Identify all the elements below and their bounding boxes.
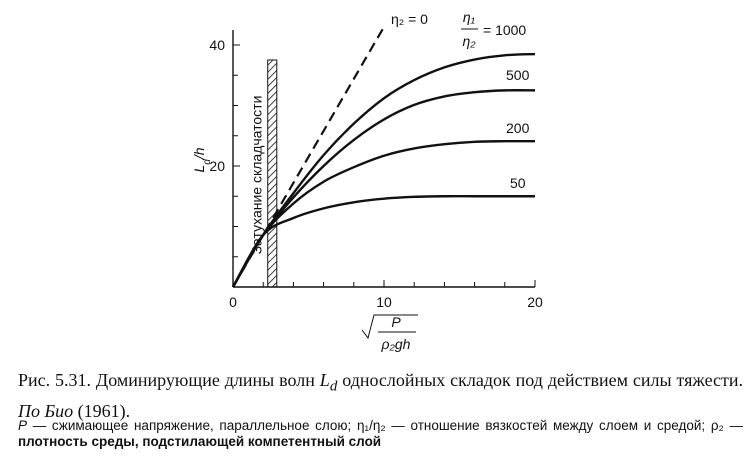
note-text: — сжимающее напряжение, параллельное сло… bbox=[27, 418, 743, 433]
ratio-denominator: η₂ bbox=[462, 33, 476, 49]
svg-text:ρ₂gh: ρ₂gh bbox=[381, 336, 411, 352]
caption-prefix: Рис. 5.31. Доминирующие длины волн bbox=[18, 370, 320, 390]
note-bold-text: плотность среды, подстилающей компетентн… bbox=[18, 434, 382, 449]
series-line-500 bbox=[231, 89, 536, 288]
y-tick-label: 40 bbox=[209, 37, 225, 53]
figure-chart: Затухание складчатости 0 10 20 20 40 Ld/h P … bbox=[191, 9, 543, 352]
x-tick-label: 0 bbox=[229, 294, 237, 310]
svg-text:P: P bbox=[391, 314, 401, 330]
caption-text: однослойных складок под действием силы т… bbox=[337, 370, 744, 390]
y-tick-label: 20 bbox=[209, 158, 225, 174]
figure-caption: Рис. 5.31. Доминирующие длины волн Ld од… bbox=[18, 368, 743, 423]
x-axis-label: P ρ₂gh bbox=[361, 314, 418, 352]
fold-damping-label: Затухание складчатости bbox=[249, 96, 265, 255]
note-symbol: P bbox=[18, 418, 28, 433]
y-axis-label: Ld/h bbox=[191, 147, 213, 172]
series-label-500: 500 bbox=[506, 67, 530, 83]
caption-reference: По Био bbox=[18, 400, 74, 421]
series-label-eta2-zero: η₂ = 0 bbox=[391, 11, 428, 27]
fold-damping-band bbox=[267, 59, 278, 288]
caption-year: (1961). bbox=[73, 400, 131, 421]
series-line-1000 bbox=[231, 52, 536, 288]
ratio-numerator: η₁ bbox=[463, 9, 476, 25]
series-curves bbox=[231, 26, 536, 288]
x-tick-label: 20 bbox=[527, 294, 543, 310]
series-label-50: 50 bbox=[510, 175, 526, 191]
figure-note: P — сжимающее напряжение, параллельное с… bbox=[18, 418, 743, 450]
caption-symbol: L bbox=[319, 370, 330, 390]
caption-subscript: d bbox=[329, 378, 338, 395]
x-tick-label: 10 bbox=[376, 294, 392, 310]
series-line-50 bbox=[231, 195, 535, 288]
axis-ticks: 0 10 20 20 40 bbox=[209, 37, 543, 310]
series-line-200 bbox=[231, 139, 536, 288]
ratio-value: = 1000 bbox=[483, 22, 526, 38]
series-label-200: 200 bbox=[506, 120, 530, 136]
series-label-1000: η₁ η₂ = 1000 bbox=[461, 9, 526, 49]
